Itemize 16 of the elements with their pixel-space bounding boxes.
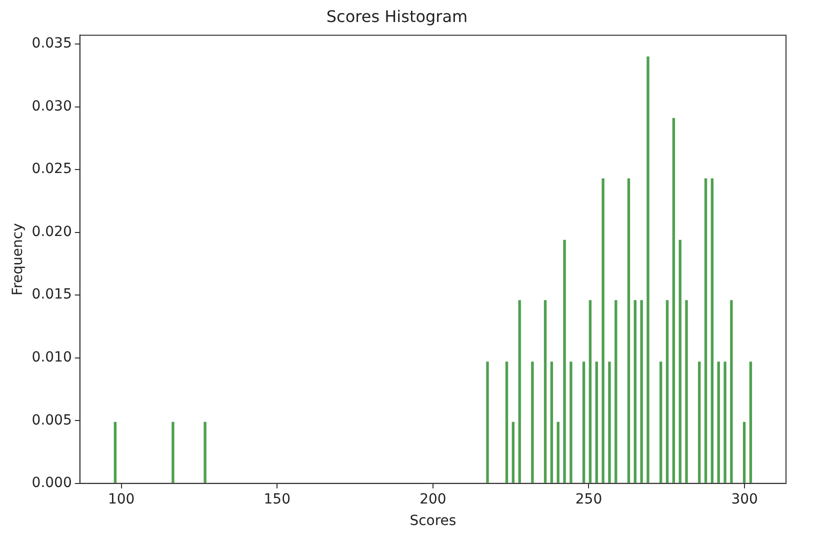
x-tick-label: 300 — [731, 491, 758, 508]
y-tick-label: 0.025 — [32, 161, 72, 178]
y-axis-title: Frequency — [10, 223, 26, 296]
y-tick-label: 0.005 — [32, 412, 72, 428]
x-tick-label: 200 — [420, 491, 446, 508]
x-tick-label: 100 — [108, 491, 135, 508]
y-tick-label: 0.000 — [32, 475, 72, 492]
y-tick-label: 0.030 — [32, 98, 72, 114]
x-tick-label: 150 — [264, 491, 290, 508]
y-tick-label: 0.020 — [32, 224, 72, 240]
x-tick-label: 250 — [575, 491, 602, 508]
y-tick-label: 0.035 — [32, 36, 72, 52]
x-axis-title: Scores — [410, 513, 456, 530]
y-tick-label: 0.015 — [32, 286, 72, 303]
y-tick-label: 0.010 — [32, 349, 72, 366]
chart-title: Scores Histogram — [326, 6, 468, 26]
